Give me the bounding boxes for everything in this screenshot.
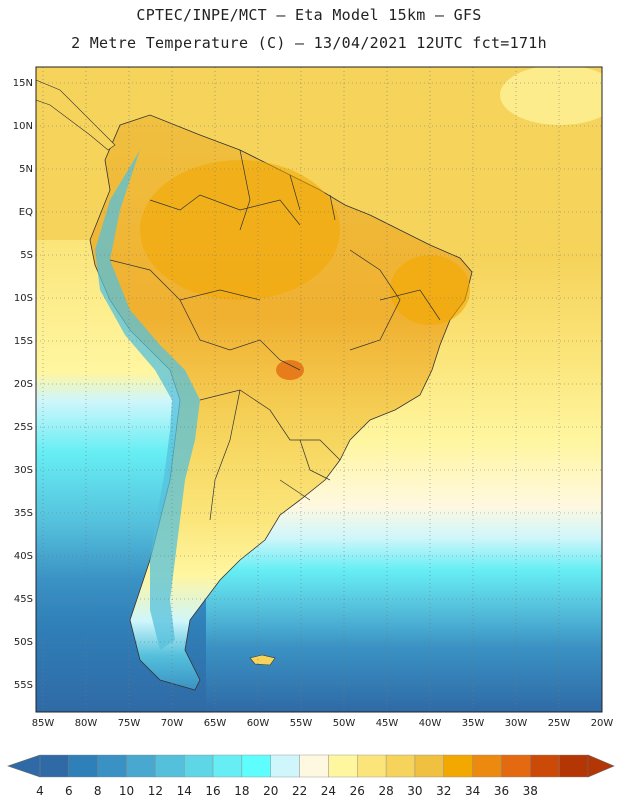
lat-label: 15S xyxy=(14,336,33,347)
lon-label: 85W xyxy=(32,718,55,729)
lat-label: 5S xyxy=(20,250,33,261)
latitude-labels: 15N 10N 5N EQ 5S 10S 15S 20S 25S 30S 35S 40S 45S 50S 5… xyxy=(13,78,33,691)
colorbar-swatch xyxy=(155,754,185,778)
lon-label: 20W xyxy=(591,718,614,729)
colorbar-swatch xyxy=(97,754,127,778)
colorbar-swatch xyxy=(530,754,560,778)
colorbar-label: 32 xyxy=(436,784,451,798)
colorbar-swatch xyxy=(328,754,358,778)
colorbar-swatch xyxy=(558,754,589,778)
colorbar-label: 16 xyxy=(205,784,220,798)
lon-label: 75W xyxy=(118,718,141,729)
colorbar-label: 30 xyxy=(407,784,422,798)
lat-label: EQ xyxy=(19,207,33,218)
colorbar-max-arrow xyxy=(587,754,615,778)
colorbar-swatch xyxy=(501,754,531,778)
lon-label: 35W xyxy=(462,718,485,729)
lat-label: 15N xyxy=(13,78,33,89)
map-frame xyxy=(35,66,603,713)
lon-label: 40W xyxy=(419,718,442,729)
lat-label: 10N xyxy=(13,121,33,132)
colorbar-swatch xyxy=(443,754,473,778)
colorbar-swatch xyxy=(270,754,300,778)
lat-label: 50S xyxy=(14,637,33,648)
colorbar-label: 34 xyxy=(465,784,480,798)
lat-label: 55S xyxy=(14,680,33,691)
colorbar-label: 28 xyxy=(378,784,393,798)
colorbar-label: 10 xyxy=(119,784,134,798)
colorbar-swatch xyxy=(212,754,243,778)
lon-label: 50W xyxy=(333,718,356,729)
lat-label: 45S xyxy=(14,594,33,605)
colorbar-label: 6 xyxy=(65,784,73,798)
falkland-islands xyxy=(249,654,276,666)
lon-label: 80W xyxy=(75,718,98,729)
colorbar-swatch xyxy=(414,754,444,778)
lat-label: 5N xyxy=(19,164,33,175)
colorbar-swatch xyxy=(299,754,329,778)
colorbar-label: 38 xyxy=(523,784,538,798)
lat-label: 25S xyxy=(14,422,33,433)
colorbar-swatch xyxy=(385,754,416,778)
map-field xyxy=(36,67,602,712)
country-borders xyxy=(109,149,441,521)
lon-label: 65W xyxy=(204,718,227,729)
colorbar-label: 8 xyxy=(94,784,102,798)
lon-label: 55W xyxy=(290,718,313,729)
lon-label: 45W xyxy=(376,718,399,729)
lat-label: 35S xyxy=(14,508,33,519)
colorbar-swatch xyxy=(39,754,70,778)
longitude-labels: 85W 80W 75W 70W 65W 60W 55W 50W 45W 40W 35W 30W 25W 2… xyxy=(32,718,614,729)
lat-label: 30S xyxy=(14,465,33,476)
colorbar-label: 14 xyxy=(177,784,192,798)
andes-cool-ridge xyxy=(95,150,200,650)
colorbar-swatch xyxy=(241,754,271,778)
colorbar: 4 6 8 10 12 14 16 18 20 22 24 26 28 30 32 34 36 38 xyxy=(7,754,615,798)
lon-label: 60W xyxy=(247,718,270,729)
colorbar-swatch xyxy=(472,754,502,778)
colorbar-label: 24 xyxy=(321,784,336,798)
colorbar-label: 36 xyxy=(494,784,509,798)
map-title: CPTEC/INPE/MCT – Eta Model 15km – GFS xyxy=(136,6,482,24)
colorbar-swatch xyxy=(68,754,98,778)
colorbar-label: 26 xyxy=(350,784,365,798)
lon-label: 70W xyxy=(161,718,184,729)
colorbar-min-arrow xyxy=(7,754,41,778)
colorbar-swatch xyxy=(184,754,214,778)
colorbar-label: 20 xyxy=(263,784,278,798)
map-subtitle: 2 Metre Temperature (C) – 13/04/2021 12U… xyxy=(71,34,547,52)
lat-label: 40S xyxy=(14,551,33,562)
colorbar-label: 12 xyxy=(148,784,163,798)
colorbar-label: 4 xyxy=(36,784,44,798)
lat-label: 10S xyxy=(14,293,33,304)
colorbar-swatch xyxy=(126,754,156,778)
lat-label: 20S xyxy=(14,379,33,390)
colorbar-label: 18 xyxy=(234,784,249,798)
lon-label: 25W xyxy=(548,718,571,729)
colorbar-label: 22 xyxy=(292,784,307,798)
lon-label: 30W xyxy=(505,718,528,729)
colorbar-swatch xyxy=(357,754,387,778)
central-america-land xyxy=(36,79,116,151)
